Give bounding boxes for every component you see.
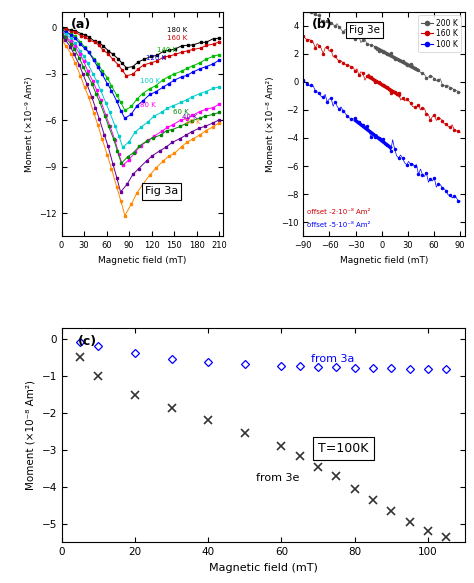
Text: (a): (a) [71,19,91,31]
X-axis label: Magnetic field (mT): Magnetic field (mT) [209,563,318,573]
Text: 60 K: 60 K [173,110,188,115]
Text: Fig 3e: Fig 3e [349,25,380,35]
Y-axis label: Moment (×10⁻⁹ Am²): Moment (×10⁻⁹ Am²) [25,76,34,172]
Text: T=100K: T=100K [319,441,369,455]
Text: 120 K: 120 K [146,55,166,61]
Text: 160 K: 160 K [166,35,187,41]
Legend: 200 K, 160 K, 100 K: 200 K, 160 K, 100 K [418,16,461,52]
Text: Fig 3a: Fig 3a [145,187,178,196]
Text: (b): (b) [311,19,332,31]
Y-axis label: Moment (×10⁻⁸ Am²): Moment (×10⁻⁸ Am²) [26,380,36,490]
Text: from 3e: from 3e [256,473,299,483]
Text: offset -2·10⁻⁸ Am²: offset -2·10⁻⁸ Am² [307,209,370,215]
Text: 180 K: 180 K [166,27,187,33]
Text: 80 K: 80 K [139,101,155,108]
Text: offset -5·10⁻⁸ Am²: offset -5·10⁻⁸ Am² [307,222,370,229]
Text: from 3a: from 3a [310,354,354,364]
X-axis label: Magnetic field (mT): Magnetic field (mT) [340,256,428,265]
X-axis label: Magnetic field (mT): Magnetic field (mT) [98,256,186,265]
Text: 100 K: 100 K [139,78,160,85]
Text: (c): (c) [78,335,97,347]
Text: 20 K: 20 K [185,118,201,125]
Y-axis label: Moment (×10⁻⁸ Am²): Moment (×10⁻⁸ Am²) [266,76,275,172]
Text: 140 K: 140 K [157,47,177,54]
Text: 40 K: 40 K [182,114,197,120]
